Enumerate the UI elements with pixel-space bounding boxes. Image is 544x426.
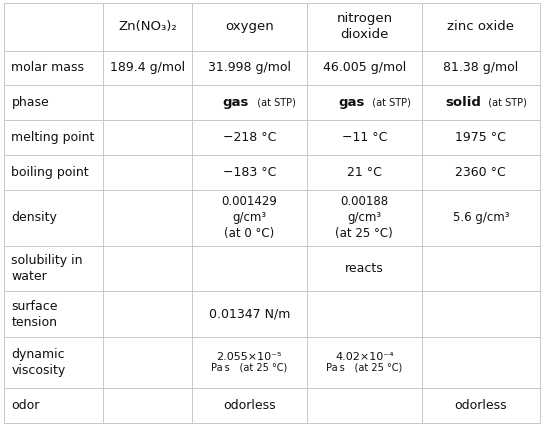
Text: boiling point: boiling point <box>11 166 89 179</box>
Text: (at STP): (at STP) <box>483 98 527 108</box>
Text: 31.998 g/mol: 31.998 g/mol <box>208 61 290 75</box>
Text: 0.01347 N/m: 0.01347 N/m <box>208 308 290 321</box>
Text: −218 °C: −218 °C <box>222 131 276 144</box>
Text: Zn(NO₃)₂: Zn(NO₃)₂ <box>118 20 177 34</box>
Text: molar mass: molar mass <box>11 61 84 75</box>
Text: −11 °C: −11 °C <box>342 131 387 144</box>
Text: solid: solid <box>445 96 481 109</box>
Text: surface
tension: surface tension <box>11 299 58 329</box>
Text: 2.055×10⁻⁵: 2.055×10⁻⁵ <box>217 352 282 362</box>
Text: 46.005 g/mol: 46.005 g/mol <box>323 61 406 75</box>
Text: odor: odor <box>11 399 40 412</box>
Text: (at STP): (at STP) <box>251 98 296 108</box>
Text: gas: gas <box>223 96 249 109</box>
Text: solubility in
water: solubility in water <box>11 254 83 283</box>
Text: oxygen: oxygen <box>225 20 274 34</box>
Text: density: density <box>11 211 57 225</box>
Text: 189.4 g/mol: 189.4 g/mol <box>110 61 185 75</box>
Text: −183 °C: −183 °C <box>222 166 276 179</box>
Text: gas: gas <box>338 96 364 109</box>
Text: phase: phase <box>11 96 49 109</box>
Text: melting point: melting point <box>11 131 95 144</box>
Text: odorless: odorless <box>223 399 276 412</box>
Text: 5.6 g/cm³: 5.6 g/cm³ <box>453 211 509 225</box>
Text: dynamic
viscosity: dynamic viscosity <box>11 348 66 377</box>
Text: 0.00188
g/cm³
(at 25 °C): 0.00188 g/cm³ (at 25 °C) <box>336 195 393 240</box>
Text: 0.001429
g/cm³
(at 0 °C): 0.001429 g/cm³ (at 0 °C) <box>221 195 277 240</box>
Text: 1975 °C: 1975 °C <box>455 131 506 144</box>
Text: nitrogen
dioxide: nitrogen dioxide <box>336 12 392 41</box>
Text: 2360 °C: 2360 °C <box>455 166 506 179</box>
Text: zinc oxide: zinc oxide <box>447 20 514 34</box>
Text: odorless: odorless <box>454 399 507 412</box>
Text: (at STP): (at STP) <box>366 98 411 108</box>
Text: reacts: reacts <box>345 262 384 275</box>
Text: Pa s (at 25 °C): Pa s (at 25 °C) <box>211 363 287 372</box>
Text: 4.02×10⁻⁴: 4.02×10⁻⁴ <box>335 352 394 362</box>
Text: 81.38 g/mol: 81.38 g/mol <box>443 61 518 75</box>
Text: Pa s (at 25 °C): Pa s (at 25 °C) <box>326 363 403 372</box>
Text: 21 °C: 21 °C <box>347 166 382 179</box>
